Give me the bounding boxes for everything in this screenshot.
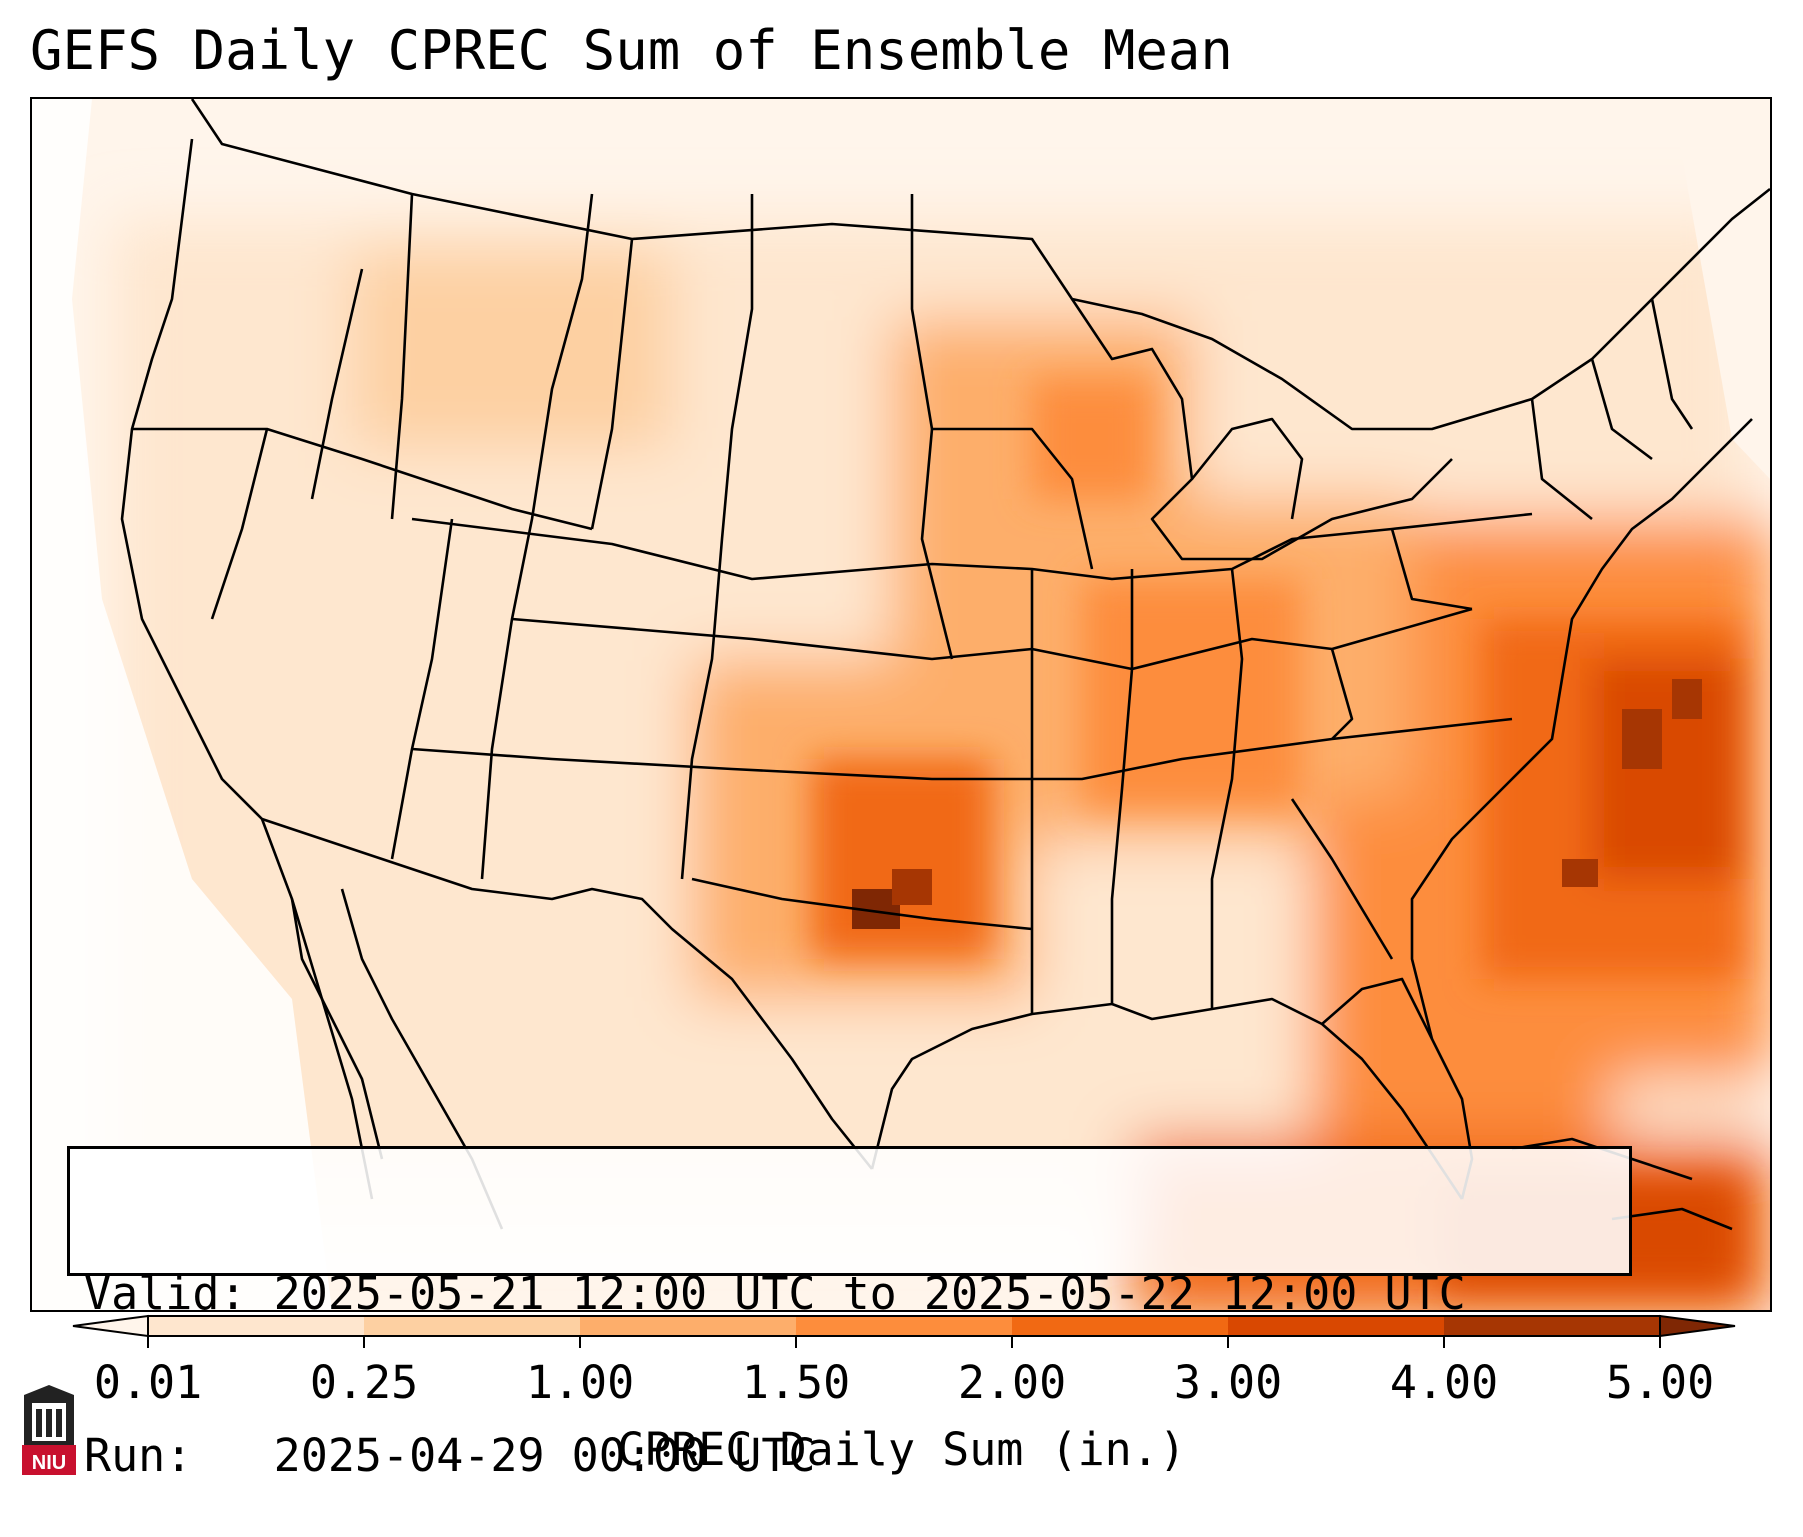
colorbar-segments <box>72 1314 1736 1338</box>
run-value: 2025-04-29 00:00 UTC <box>273 1429 816 1482</box>
colorbar-tick-label: 2.00 <box>958 1356 1066 1409</box>
colorbar-segment <box>1012 1316 1229 1336</box>
valid-value: 2025-05-21 12:00 UTC to 2025-05-22 12:00… <box>273 1267 1466 1320</box>
run-label: Run: <box>84 1429 193 1482</box>
colorbar-tick-label: 0.01 <box>94 1356 202 1409</box>
colorbar-tick-label: 0.25 <box>310 1356 418 1409</box>
colorbar-segment <box>148 1316 365 1336</box>
colorbar-segment <box>1444 1316 1661 1336</box>
colorbar-ticks: 0.01 0.25 1.00 1.50 2.00 3.00 4.00 5.00 <box>94 1336 1714 1409</box>
colorbar-tick-label: 1.50 <box>742 1356 850 1409</box>
colorbar-extend-low <box>72 1314 149 1338</box>
run-line: Run: 2025-04-29 00:00 UTC <box>84 1429 1629 1483</box>
precip-map <box>32 99 1770 1310</box>
colorbar-extend-high <box>1659 1314 1736 1338</box>
colorbar-border <box>147 1315 1661 1337</box>
colorbar-tick-label: 1.00 <box>526 1356 634 1409</box>
colorbar-segment <box>364 1316 581 1336</box>
colorbar: 0.01 0.25 1.00 1.50 2.00 3.00 4.00 5.00 <box>72 1314 1736 1409</box>
colorbar-segment <box>796 1316 1013 1336</box>
valid-run-info-box: Valid: 2025-05-21 12:00 UTC to 2025-05-2… <box>67 1146 1632 1482</box>
colorbar-segment <box>1228 1316 1445 1336</box>
colorbar-tick-label: 3.00 <box>1174 1356 1282 1409</box>
valid-label: Valid: <box>84 1267 247 1320</box>
valid-line: Valid: 2025-05-21 12:00 UTC to 2025-05-2… <box>84 1267 1629 1321</box>
niu-logo-text: NIU <box>32 1452 66 1474</box>
niu-logo-icon: NIU <box>22 1385 76 1475</box>
colorbar-tick-label: 5.00 <box>1606 1356 1714 1409</box>
map-title: GEFS Daily CPREC Sum of Ensemble Mean <box>30 19 1233 82</box>
colorbar-label: CPREC Daily Sum (in.) <box>617 1423 1186 1476</box>
colorbar-segment <box>580 1316 797 1336</box>
precip-shading <box>32 99 1770 1310</box>
boundaries <box>120 99 1770 1231</box>
map-panel <box>30 97 1772 1312</box>
colorbar-tick-label: 4.00 <box>1390 1356 1498 1409</box>
